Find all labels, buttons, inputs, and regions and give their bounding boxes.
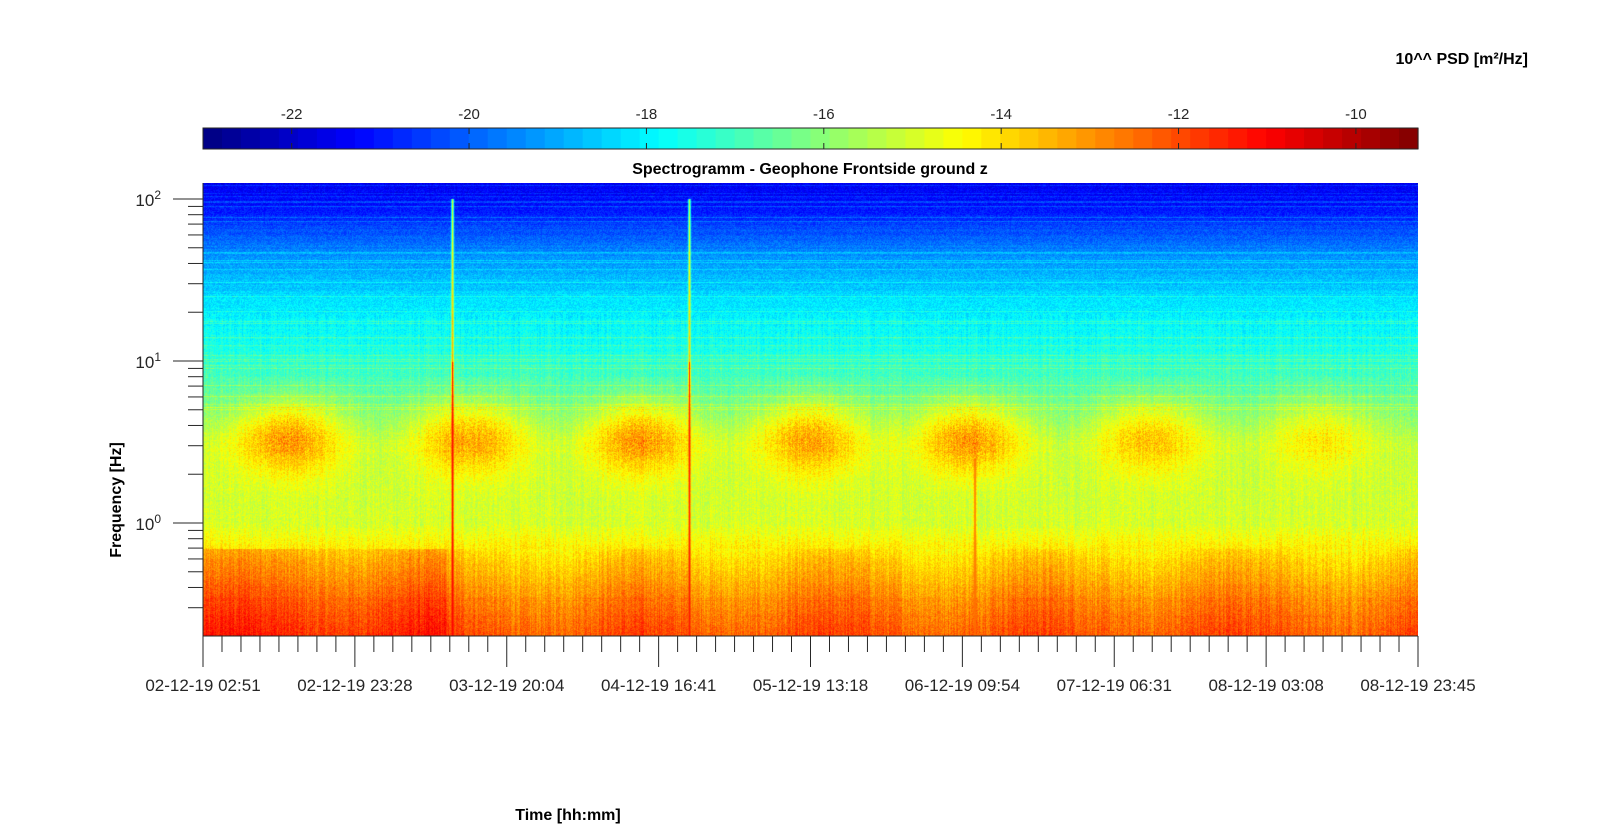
colorbar-cell	[544, 128, 565, 149]
colorbar-cell	[392, 128, 413, 149]
colorbar-cell	[1000, 128, 1020, 149]
colorbar-cell	[715, 128, 736, 149]
colorbar-cell	[1076, 128, 1096, 149]
colorbar-cell	[525, 128, 546, 149]
colorbar-cell	[373, 128, 394, 149]
colorbar-cell	[1228, 128, 1248, 149]
colorbar-tick-label: -14	[990, 106, 1012, 123]
colorbar-cell	[601, 128, 622, 149]
colorbar-cell	[924, 128, 944, 149]
colorbar-tick-label: -18	[636, 106, 658, 123]
y-tick-1: 100	[135, 512, 203, 534]
colorbar-cell	[658, 128, 679, 149]
plot-area	[203, 183, 1418, 636]
svg-text:102: 102	[135, 188, 161, 210]
colorbar-cell	[1152, 128, 1172, 149]
colorbar-tick-label: -16	[813, 106, 835, 123]
colorbar-tick-label: -12	[1168, 106, 1190, 123]
colorbar-cell	[297, 128, 318, 149]
colorbar-cell	[905, 128, 925, 149]
colorbar-cell	[582, 128, 603, 149]
colorbar-cell	[1209, 128, 1229, 149]
colorbar-cell	[1304, 128, 1324, 149]
colorbar-cell	[1133, 128, 1153, 149]
colorbar-tick-label: -10	[1345, 106, 1367, 123]
y-axis: 102 101 100	[135, 183, 204, 636]
colorbar-cell	[354, 128, 375, 149]
colorbar-cell	[430, 128, 451, 149]
x-axis-label: Time [hh:mm]	[515, 807, 620, 824]
colorbar-cell	[1095, 128, 1115, 149]
x-tick-label: 03-12-19 20:04	[449, 676, 564, 695]
colorbar-tick-label: -20	[458, 106, 480, 123]
colorbar-cell	[259, 128, 280, 149]
colorbar-cell	[1342, 128, 1362, 149]
colorbar-cell	[696, 128, 717, 149]
colorbar-cell	[1114, 128, 1134, 149]
y-tick-100: 102	[135, 188, 203, 210]
colorbar-cell	[1285, 128, 1305, 149]
chart-title: Spectrogramm - Geophone Frontside ground…	[632, 161, 988, 178]
colorbar-cell	[316, 128, 337, 149]
colorbar: -22 -20 -18 -16 -14 -12 -10	[202, 106, 1419, 150]
colorbar-cell	[221, 128, 242, 149]
colorbar-tick-label: -22	[281, 106, 303, 123]
colorbar-cell	[791, 128, 812, 149]
x-tick-label: 08-12-19 23:45	[1360, 676, 1475, 695]
colorbar-cell	[886, 128, 907, 149]
colorbar-cell	[772, 128, 793, 149]
svg-text:101: 101	[135, 350, 161, 372]
colorbar-cell	[981, 128, 1001, 149]
colorbar-cell	[943, 128, 963, 149]
x-axis: 02-12-19 02:51 02-12-19 23:28 03-12-19 20:…	[145, 635, 1476, 695]
colorbar-cell	[1057, 128, 1077, 149]
colorbar-cell	[1361, 128, 1381, 149]
colorbar-cell	[335, 128, 356, 149]
colorbar-cell	[468, 128, 489, 149]
colorbar-cell	[563, 128, 584, 149]
colorbar-cell	[411, 128, 432, 149]
colorbar-cell	[962, 128, 982, 149]
colorbar-cell	[753, 128, 774, 149]
x-tick-label: 04-12-19 16:41	[601, 676, 716, 695]
colorbar-cell	[506, 128, 527, 149]
colorbar-cell	[1266, 128, 1286, 149]
colorbar-cell	[1399, 128, 1419, 149]
colorbar-cell	[734, 128, 755, 149]
x-tick-label: 02-12-19 23:28	[297, 676, 412, 695]
colorbar-cell	[1019, 128, 1039, 149]
colorbar-cell	[487, 128, 508, 149]
colorbar-cell	[1323, 128, 1343, 149]
colorbar-cell	[240, 128, 261, 149]
colorbar-cell	[677, 128, 698, 149]
colorbar-cell	[639, 128, 660, 149]
colorbar-cell	[449, 128, 470, 149]
colorbar-cell	[278, 128, 299, 149]
colorbar-cell	[848, 128, 869, 149]
x-tick-label: 07-12-19 06:31	[1057, 676, 1172, 695]
colorbar-cell	[1380, 128, 1400, 149]
y-axis-label: Frequency [Hz]	[108, 442, 125, 558]
spectrogram-heatmap	[203, 183, 1418, 636]
colorbar-cell	[1171, 128, 1191, 149]
colorbar-cell	[620, 128, 641, 149]
x-tick-label: 02-12-19 02:51	[145, 676, 260, 695]
colorbar-cell	[1247, 128, 1267, 149]
colorbar-title: 10^^ PSD [m²/Hz]	[1396, 51, 1528, 68]
colorbar-cell	[829, 128, 850, 149]
colorbar-cell	[1190, 128, 1210, 149]
colorbar-cell	[203, 128, 223, 149]
y-tick-10: 101	[135, 350, 203, 372]
x-tick-label: 05-12-19 13:18	[753, 676, 868, 695]
colorbar-cell	[810, 128, 831, 149]
colorbar-cell	[867, 128, 888, 149]
colorbar-cell	[1038, 128, 1058, 149]
svg-text:100: 100	[135, 512, 161, 534]
x-tick-label: 08-12-19 03:08	[1208, 676, 1323, 695]
x-tick-label: 06-12-19 09:54	[905, 676, 1020, 695]
